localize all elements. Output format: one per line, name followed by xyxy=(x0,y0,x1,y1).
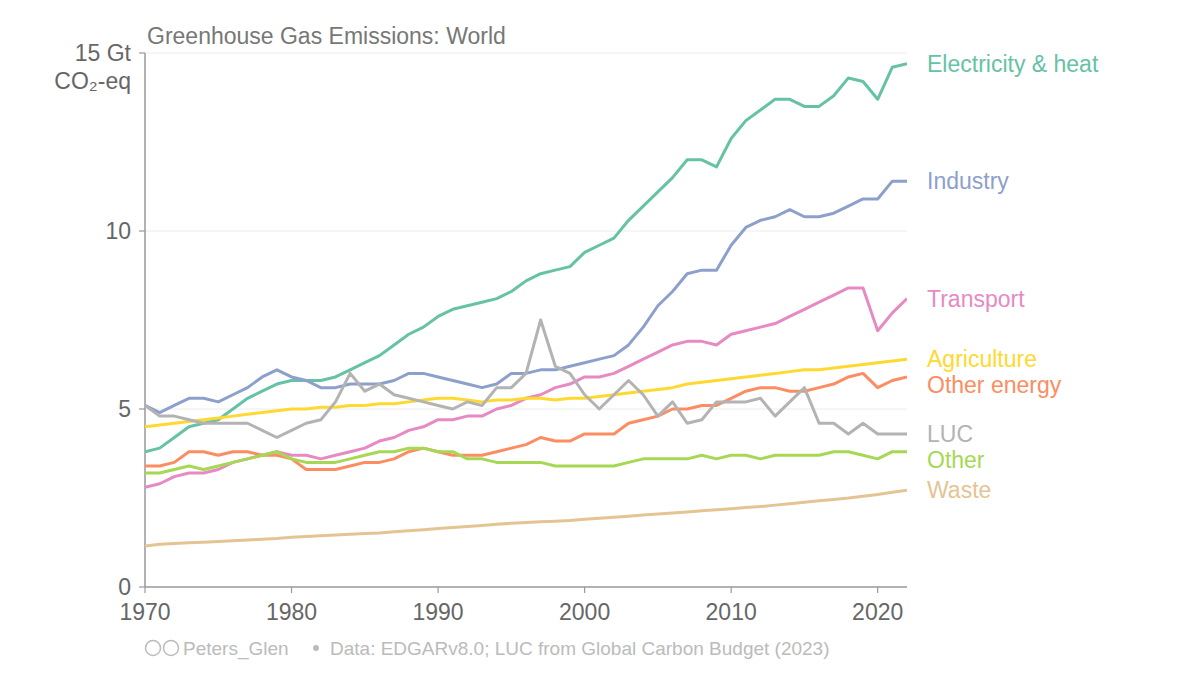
x-tick xyxy=(877,587,878,593)
y-tick xyxy=(139,230,145,231)
series-label: LUC xyxy=(927,421,973,447)
x-tick-label: 2020 xyxy=(852,599,903,625)
series-label: Agriculture xyxy=(927,346,1037,372)
y-tick-label: 5 xyxy=(118,396,131,422)
x-tick xyxy=(291,587,292,593)
separator xyxy=(313,645,319,651)
cc-icon xyxy=(146,641,161,656)
y-tick-label: 0 xyxy=(118,574,131,600)
x-tick-label: 1990 xyxy=(412,599,463,625)
x-axis xyxy=(145,586,907,588)
y-tick xyxy=(139,408,145,409)
x-tick-label: 2010 xyxy=(706,599,757,625)
x-tick-label: 1980 xyxy=(266,599,317,625)
series-line xyxy=(145,181,907,412)
grid-line xyxy=(145,231,907,232)
chart: 0 5 10 15 GtCO₂-eq 1970 1980 1990 2000 2010 2020 G… xyxy=(0,0,1200,675)
y-tick xyxy=(139,52,145,53)
y-axis xyxy=(144,53,146,587)
series-label: Waste xyxy=(927,477,991,503)
grid-line xyxy=(145,53,907,54)
series-label: Other energy xyxy=(927,372,1062,398)
series-line xyxy=(145,490,907,546)
x-tick xyxy=(437,587,438,593)
series-label: Other xyxy=(927,447,985,473)
title: Greenhouse Gas Emissions: World xyxy=(147,23,506,49)
series-label: Transport xyxy=(927,286,1025,312)
by-icon xyxy=(164,641,179,656)
y-axis-label: CO₂-eq xyxy=(54,68,131,94)
x-tick-label: 2000 xyxy=(559,599,610,625)
grid-line xyxy=(145,409,907,410)
series-label: Industry xyxy=(927,168,1009,194)
series-line xyxy=(145,288,907,487)
series-line xyxy=(145,320,907,437)
x-tick-label: 1970 xyxy=(119,599,170,625)
x-tick xyxy=(144,587,145,593)
x-tick xyxy=(584,587,585,593)
lines xyxy=(145,64,907,546)
source: Data: EDGARv8.0; LUC from Global Carbon … xyxy=(330,638,830,659)
x-tick xyxy=(731,587,732,593)
credit: Peters_Glen xyxy=(183,638,289,660)
series-label: Electricity & heat xyxy=(927,51,1099,77)
series-line xyxy=(145,64,907,452)
series-line xyxy=(145,448,907,473)
y-tick-label: 10 xyxy=(105,218,131,244)
y-tick-label: 15 Gt xyxy=(75,40,132,66)
y-tick xyxy=(139,586,145,587)
